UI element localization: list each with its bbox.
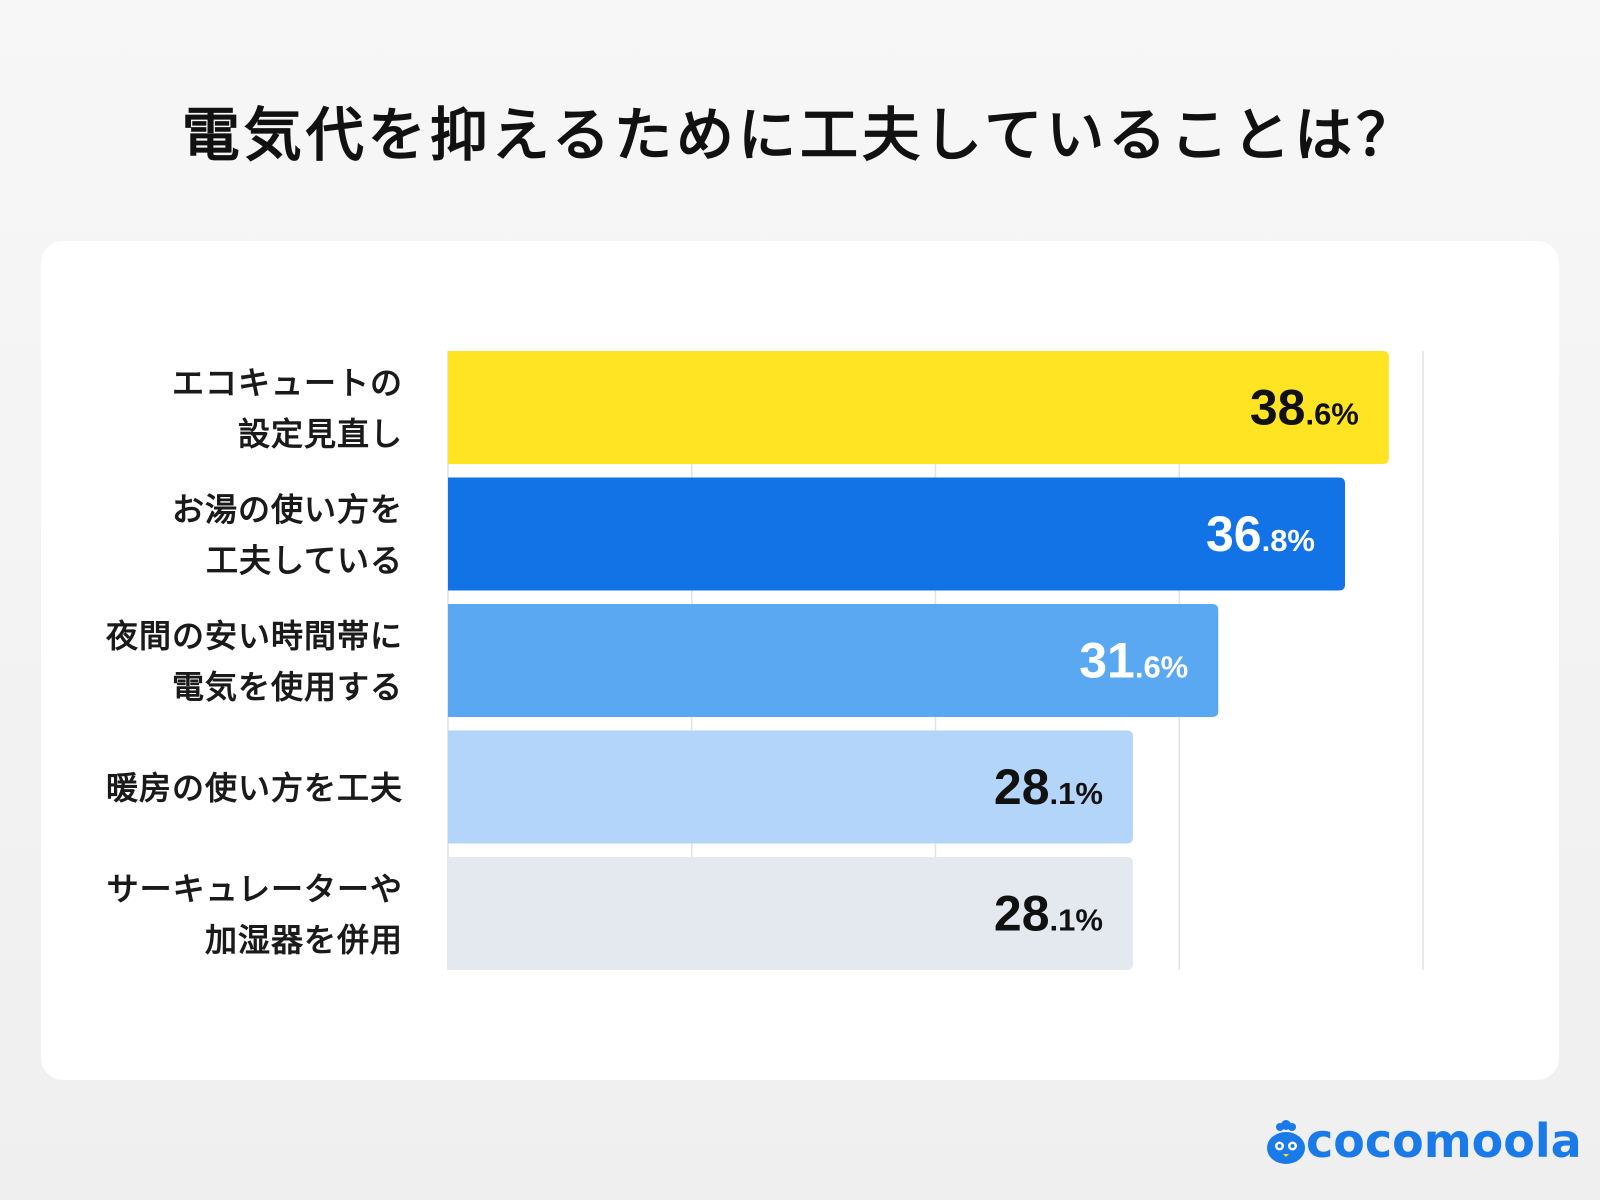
value-integer: 28 — [994, 759, 1050, 815]
bar — [448, 604, 1219, 717]
value-label: 28.1% — [994, 886, 1103, 942]
bar — [448, 857, 1133, 970]
category-label: お湯の使い方を — [172, 491, 403, 529]
cocomoola-logo: cocomoola — [1266, 1118, 1582, 1164]
bar — [448, 351, 1389, 464]
bar — [448, 477, 1345, 591]
category-label: 夜間の安い時間帯に — [105, 617, 403, 655]
category-label: エコキュートの — [172, 364, 403, 402]
value-integer: 31 — [1079, 633, 1135, 689]
value-decimal: .6% — [1135, 650, 1188, 685]
value-decimal: .1% — [1050, 776, 1103, 811]
category-label: 設定見直し — [238, 415, 403, 453]
bar-chart: 38.6%エコキュートの設定見直し36.8%お湯の使い方を工夫している31.6%… — [105, 351, 1424, 970]
chart-card: 38.6% エコキュートの 設定見直し 36.8% お湯の使い方を 工夫している 31.6%… — [41, 241, 1559, 1080]
value-decimal: .6% — [1305, 397, 1358, 432]
logo-text: cocomoola — [1306, 1114, 1582, 1168]
category-label: 電気を使用する — [172, 668, 403, 706]
mascot-icon — [1267, 1120, 1305, 1164]
category-label: 加湿器を併用 — [205, 921, 403, 959]
value-decimal: .8% — [1262, 523, 1315, 558]
category-label: 暖房の使い方を工夫 — [106, 769, 403, 807]
value-label: 31.6% — [1079, 633, 1188, 689]
value-label: 38.6% — [1250, 380, 1359, 436]
category-label: 工夫している — [206, 542, 403, 580]
bar — [448, 730, 1133, 844]
value-decimal: .1% — [1050, 903, 1103, 938]
value-label: 36.8% — [1206, 506, 1315, 562]
category-label: サーキュレーターや — [107, 870, 403, 908]
chart-title: 電気代を抑えるために工夫していることは？ — [181, 101, 1419, 169]
value-integer: 28 — [994, 886, 1050, 942]
value-integer: 36 — [1206, 506, 1262, 562]
value-label: 28.1% — [994, 759, 1103, 815]
value-integer: 38 — [1250, 380, 1306, 436]
